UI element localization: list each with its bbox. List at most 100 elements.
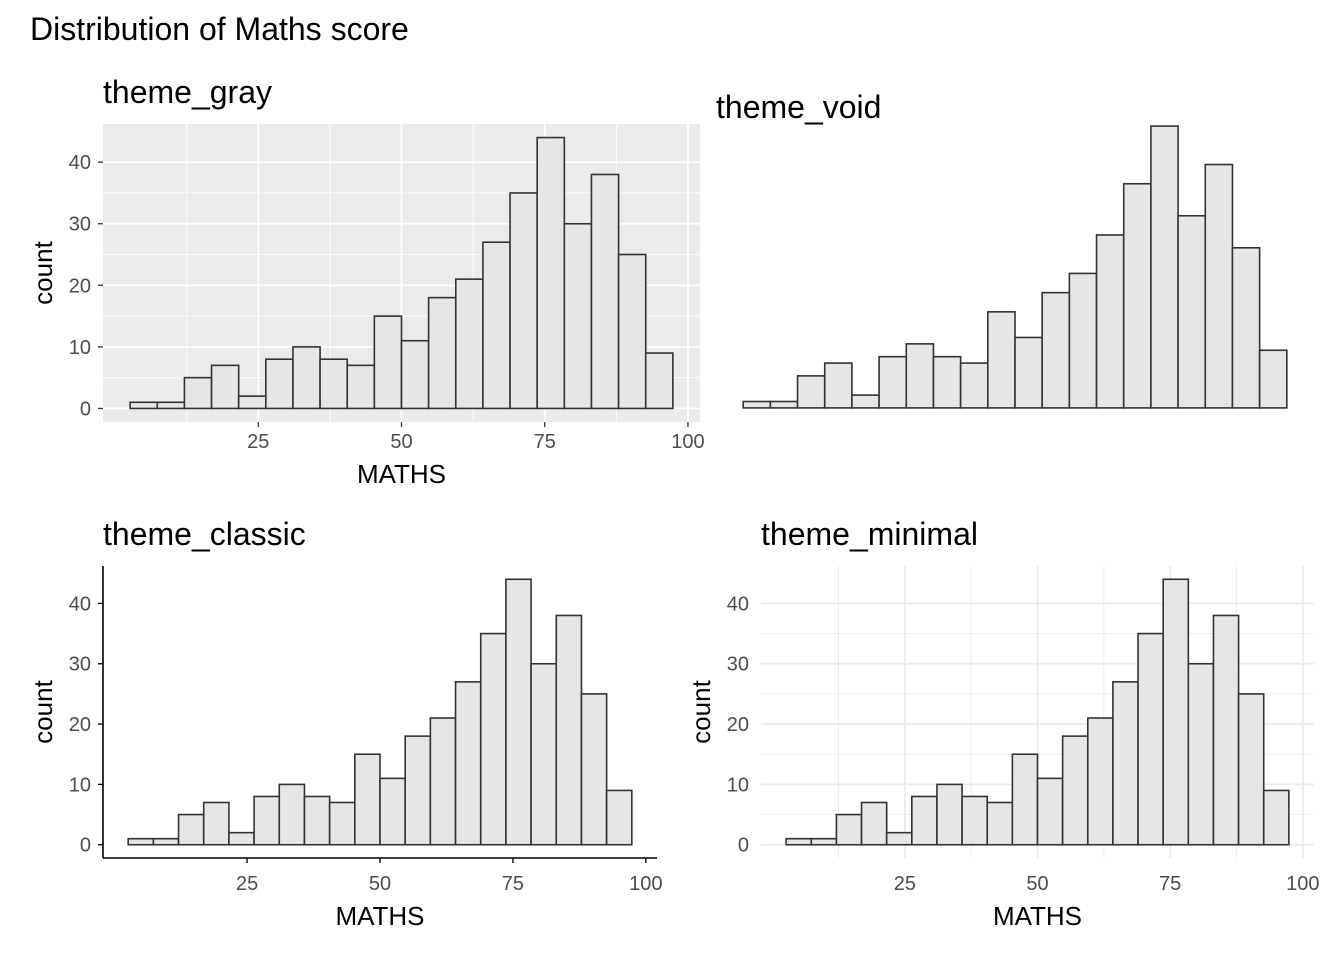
y-tick-label: 0 — [80, 398, 91, 420]
histogram-bar — [328, 801, 356, 846]
histogram-bar — [590, 173, 620, 410]
histogram-bar — [505, 578, 532, 846]
histogram-bar — [1162, 578, 1190, 846]
histogram-bar — [482, 241, 511, 410]
x-tick-label: 75 — [502, 873, 524, 895]
histogram-bar — [1011, 753, 1039, 846]
histogram-bar — [911, 795, 938, 846]
x-tick-label: 100 — [1286, 873, 1319, 895]
main-title: Distribution of Maths score — [30, 11, 409, 47]
histogram-bar — [1095, 234, 1125, 409]
histogram-bar — [1212, 614, 1240, 846]
histogram-bar — [580, 693, 608, 846]
histogram-bar — [536, 136, 566, 410]
histogram-bar — [932, 355, 962, 409]
histogram-bar — [1112, 681, 1139, 846]
y-tick-label: 0 — [738, 835, 749, 857]
y-tick-label: 20 — [69, 275, 91, 297]
y-tick-label: 10 — [69, 774, 91, 796]
histogram-bar — [1122, 182, 1152, 409]
histogram-bar — [265, 358, 294, 410]
histogram-bar — [1187, 662, 1215, 846]
histogram-bar — [1041, 291, 1071, 409]
histogram-bar — [742, 400, 772, 409]
histogram-bar — [563, 222, 593, 410]
panel-title-classic: theme_classic — [103, 516, 306, 552]
x-tick-label: 75 — [534, 431, 556, 453]
histogram-bar — [253, 795, 281, 846]
x-tick-label: 50 — [369, 873, 391, 895]
histogram-bar — [319, 358, 349, 410]
panel-gray: theme_gray 25 50 75 100 0 10 20 30 40 MATHS count — [28, 74, 705, 489]
x-axis-title: MATHS — [357, 459, 446, 489]
histogram-bar — [1137, 632, 1164, 846]
histogram-bar — [346, 364, 376, 410]
histogram-bar — [860, 801, 888, 846]
histogram-bar — [530, 662, 558, 846]
panel-minimal: theme_minimal 25 50 75 100 0 10 20 30 40 MATHS coun… — [686, 516, 1320, 931]
histogram-bar — [303, 795, 331, 846]
histogram-bar — [454, 278, 484, 410]
histogram-bar — [1204, 163, 1234, 409]
histogram-bar — [605, 789, 633, 846]
histogram-bar — [278, 783, 306, 846]
histogram-bar — [177, 813, 205, 846]
x-tick-label: 50 — [390, 431, 412, 453]
y-tick-label: 30 — [69, 214, 91, 236]
histogram-bar — [202, 801, 230, 846]
y-tick-label: 40 — [69, 152, 91, 174]
y-tick-label: 20 — [69, 714, 91, 736]
histogram-bar — [617, 253, 647, 410]
histogram-bar — [479, 632, 507, 846]
histogram-bar — [429, 717, 457, 846]
panel-title-gray: theme_gray — [103, 74, 272, 110]
histogram-bar — [986, 801, 1014, 846]
y-axis-title: count — [28, 679, 58, 743]
histogram-bar — [959, 362, 989, 409]
histogram-bar — [1150, 125, 1179, 409]
histogram-bar — [810, 837, 838, 846]
histogram-bar — [152, 837, 180, 846]
histogram-bar — [509, 192, 538, 410]
histogram-bar — [228, 831, 255, 846]
histogram-bar — [127, 837, 155, 846]
histogram-bar — [210, 364, 240, 410]
x-axis-title: MATHS — [993, 901, 1082, 931]
histogram-bar — [1262, 789, 1290, 846]
x-tick-label: 75 — [1159, 873, 1181, 895]
histogram-bar — [835, 813, 863, 846]
histogram-bar — [1177, 214, 1207, 409]
panel-title-void: theme_void — [716, 89, 881, 125]
histogram-bar — [1086, 717, 1114, 846]
histogram-bar — [796, 375, 826, 409]
histogram-bar — [1036, 777, 1064, 846]
histogram-bar — [237, 395, 267, 410]
y-tick-label: 10 — [69, 337, 91, 359]
y-tick-label: 20 — [727, 714, 749, 736]
histogram-bar — [885, 831, 913, 846]
histogram-bar — [292, 346, 321, 410]
y-tick-label: 0 — [80, 835, 91, 857]
histogram-bar — [1014, 336, 1043, 409]
x-tick-label: 25 — [247, 431, 269, 453]
panel-void: theme_void — [716, 89, 1288, 409]
histogram-bar — [769, 400, 799, 409]
histogram-bar — [1237, 693, 1265, 846]
histogram-bar — [555, 614, 583, 846]
histogram-bar — [183, 376, 213, 410]
x-tick-label: 50 — [1026, 873, 1048, 895]
histogram-bar — [961, 795, 989, 846]
y-tick-label: 40 — [69, 593, 91, 615]
x-axis-title: MATHS — [335, 901, 424, 931]
y-tick-label: 40 — [727, 593, 749, 615]
histogram-bar — [1068, 272, 1098, 409]
histogram-bar — [129, 401, 159, 410]
histogram-bar — [785, 837, 813, 846]
y-axis-title: count — [686, 679, 716, 743]
histogram-bar — [454, 681, 482, 846]
histogram-bar — [427, 296, 457, 410]
y-tick-label: 30 — [727, 654, 749, 676]
histogram-bar — [905, 343, 935, 409]
histogram-bar — [400, 339, 430, 410]
